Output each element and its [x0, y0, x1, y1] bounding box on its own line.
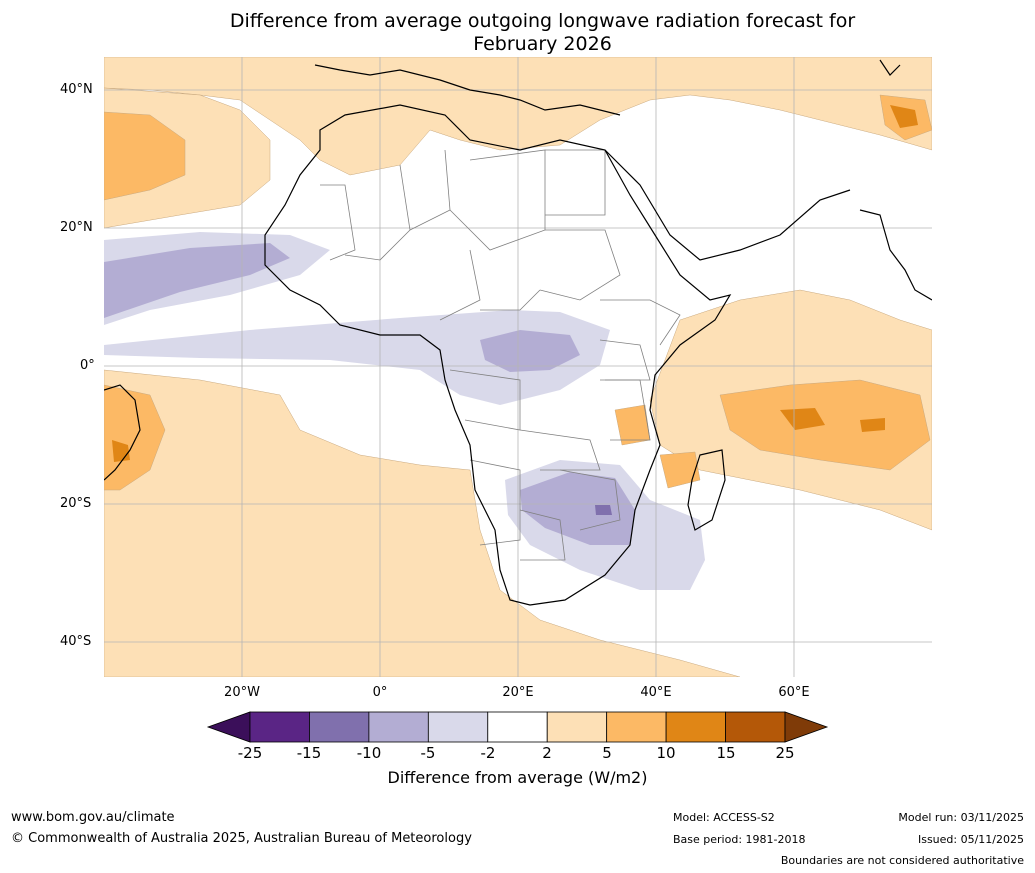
graticule — [104, 57, 932, 677]
colorbar-segment — [725, 711, 786, 743]
colorbar-tick: 15 — [716, 744, 736, 762]
colorbar-tick: -25 — [237, 744, 263, 762]
colorbar-tick: 5 — [602, 744, 612, 762]
footer-disclaimer: Boundaries are not considered authoritat… — [780, 854, 1024, 867]
lat-label-equator: 0° — [80, 358, 95, 373]
lon-label-20e: 20°E — [502, 685, 534, 700]
lat-label-20s: 20°S — [60, 496, 92, 511]
footer-url: www.bom.gov.au/climate — [11, 810, 175, 825]
europe-coastline — [314, 64, 621, 116]
colorbar — [206, 711, 829, 743]
colorbar-tick: -5 — [420, 744, 436, 762]
footer-issued: Issued: 05/11/2025 — [917, 833, 1024, 846]
anomaly-region-indian-ocean-peak — [780, 408, 825, 430]
map-title: Difference from average outgoing longwav… — [0, 10, 1035, 56]
footer-model-run: Model run: 03/11/2025 — [898, 811, 1024, 824]
colorbar-tick: 2 — [542, 744, 552, 762]
arabia-coastline — [604, 149, 851, 261]
colorbar-segment — [665, 711, 726, 743]
anomaly-region-southern-africa-negative-strong — [520, 472, 635, 545]
lon-label-40e: 40°E — [640, 685, 672, 700]
madagascar-coastline — [687, 449, 726, 531]
colorbar-tick: -2 — [480, 744, 496, 762]
anomaly-region-southern-africa-negative-peak — [595, 505, 612, 515]
lat-label-40s: 40°S — [60, 634, 92, 649]
colorbar-extend-low — [206, 711, 251, 743]
lon-label-0: 0° — [372, 685, 388, 700]
colorbar-segment — [427, 711, 489, 743]
lat-label-40n: 40°N — [60, 82, 93, 97]
map-area — [104, 57, 932, 677]
anomaly-region-congo-negative-strong — [480, 330, 580, 372]
lon-label-20w: 20°W — [224, 685, 260, 700]
title-line-1: Difference from average outgoing longwav… — [229, 10, 856, 32]
south-america-coastline — [104, 384, 141, 481]
colorbar-segment — [249, 711, 310, 743]
country-borders — [320, 149, 681, 561]
colorbar-segment — [546, 711, 608, 743]
colorbar-segment — [309, 711, 370, 743]
colorbar-tick: 10 — [656, 744, 676, 762]
india-coastline — [859, 209, 932, 301]
colorbar-tick: -10 — [356, 744, 382, 762]
anomaly-region-indian-ocean-peak-east — [860, 418, 885, 432]
anomaly-region-south-atlantic-positive — [104, 369, 741, 677]
colorbar-segment — [487, 711, 548, 743]
anomaly-region-tropical-atlantic-negative-strong — [104, 243, 290, 318]
coastlines — [104, 59, 932, 606]
anomaly-region-iran-peak — [890, 105, 918, 128]
footer-model: Model: ACCESS-S2 — [673, 811, 775, 824]
colorbar-segment — [368, 711, 429, 743]
colorbar-extend-high — [784, 711, 829, 743]
anomaly-region-equatorial-negative — [104, 310, 610, 405]
colorbar-tick: -15 — [296, 744, 322, 762]
caspian-coastline — [879, 59, 901, 76]
lon-label-60e: 60°E — [778, 685, 810, 700]
footer-base-period: Base period: 1981-2018 — [673, 833, 806, 846]
footer-copyright: © Commonwealth of Australia 2025, Austra… — [11, 831, 472, 846]
anomaly-region-mozambique-strong — [659, 451, 701, 489]
anomaly-region-atlantic-north-strong — [104, 111, 186, 201]
colorbar-segment — [606, 711, 667, 743]
colorbar-title: Difference from average (W/m2) — [387, 768, 648, 787]
title-line-2: February 2026 — [473, 33, 612, 55]
colorbar-tick: 25 — [775, 744, 795, 762]
lat-label-20n: 20°N — [60, 220, 93, 235]
